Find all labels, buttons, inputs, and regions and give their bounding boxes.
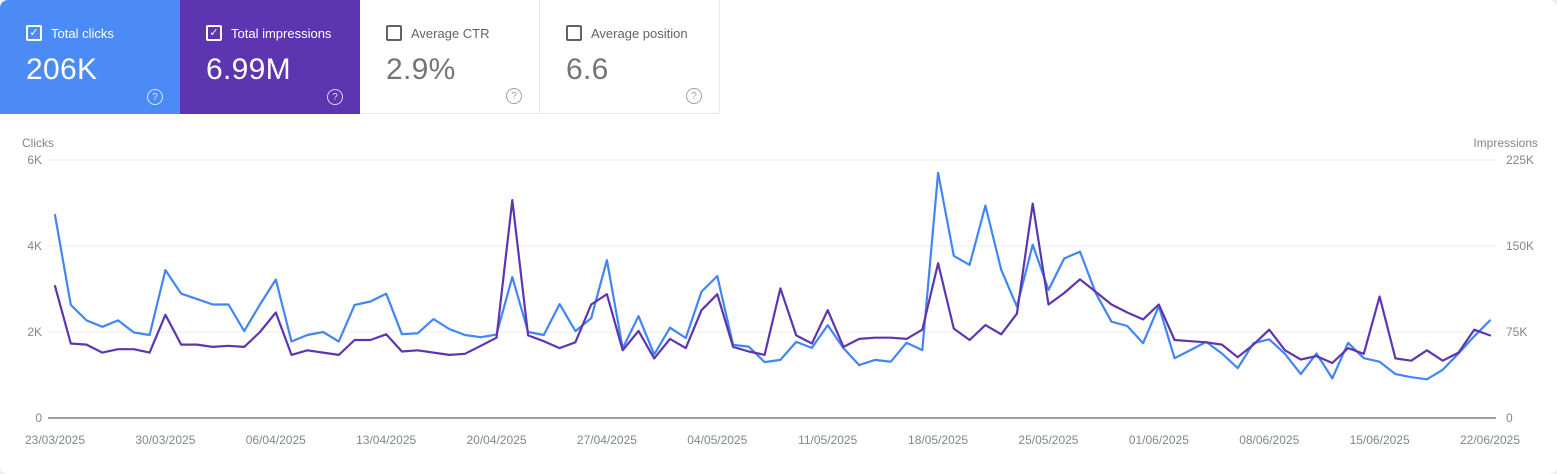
x-axis-date-label: 04/05/2025 bbox=[687, 433, 747, 447]
metric-card-header: Average position bbox=[566, 25, 719, 41]
right-axis-tick-label: 150K bbox=[1506, 239, 1534, 253]
x-axis-date-label: 08/06/2025 bbox=[1239, 433, 1299, 447]
help-icon[interactable]: ? bbox=[686, 88, 702, 104]
x-axis-date-label: 20/04/2025 bbox=[467, 433, 527, 447]
metric-label: Total impressions bbox=[231, 25, 332, 41]
metric-cards-row: ✓ Total clicks 206K ? ✓ Total impression… bbox=[0, 0, 1557, 114]
x-axis-date-label: 06/04/2025 bbox=[246, 433, 306, 447]
x-axis-date-label: 11/05/2025 bbox=[798, 433, 857, 447]
right-axis-tick-label: 225K bbox=[1506, 153, 1534, 167]
x-axis-date-label: 01/06/2025 bbox=[1129, 433, 1189, 447]
x-axis-date-label: 25/05/2025 bbox=[1018, 433, 1078, 447]
metric-card-header: Average CTR bbox=[386, 25, 539, 41]
x-axis-date-label: 22/06/2025 bbox=[1460, 433, 1520, 447]
metric-card-header: ✓ Total impressions bbox=[206, 25, 360, 41]
checkbox-checked-icon[interactable]: ✓ bbox=[206, 25, 222, 41]
help-icon[interactable]: ? bbox=[506, 88, 522, 104]
checkbox-checked-icon[interactable]: ✓ bbox=[26, 25, 42, 41]
left-axis-tick-label: 2K bbox=[27, 325, 42, 339]
metric-card-header: ✓ Total clicks bbox=[26, 25, 180, 41]
x-axis-date-label: 15/06/2025 bbox=[1350, 433, 1410, 447]
metric-card-total-impressions[interactable]: ✓ Total impressions 6.99M ? bbox=[180, 0, 360, 114]
left-axis-tick-label: 6K bbox=[27, 153, 42, 167]
right-axis-tick-label: 75K bbox=[1506, 325, 1527, 339]
chart-area: Clicks Impressions 0 0 2K 75K 4K 150K 6K 225K 23… bbox=[0, 130, 1557, 474]
metric-value: 2.9% bbox=[386, 53, 456, 86]
x-axis-date-label: 13/04/2025 bbox=[356, 433, 416, 447]
metric-value: 206K bbox=[26, 53, 98, 86]
metric-label: Average CTR bbox=[411, 25, 490, 41]
left-axis-tick-label: 0 bbox=[35, 411, 42, 425]
metric-value: 6.6 bbox=[566, 53, 609, 86]
x-axis-date-label: 23/03/2025 bbox=[25, 433, 85, 447]
impressions-line bbox=[53, 198, 1492, 365]
performance-chart[interactable]: Clicks Impressions 0 0 2K 75K 4K 150K 6K 225K 23… bbox=[0, 130, 1557, 474]
x-axis-date-label: 27/04/2025 bbox=[577, 433, 637, 447]
metric-label: Average position bbox=[591, 25, 688, 41]
help-icon[interactable]: ? bbox=[327, 89, 343, 105]
metric-card-average-ctr[interactable]: Average CTR 2.9% ? bbox=[360, 0, 540, 114]
metric-card-total-clicks[interactable]: ✓ Total clicks 206K ? bbox=[0, 0, 180, 114]
checkbox-unchecked-icon[interactable] bbox=[566, 25, 582, 41]
x-axis-date-label: 18/05/2025 bbox=[908, 433, 968, 447]
right-axis-title: Impressions bbox=[1473, 136, 1538, 150]
metric-value: 6.99M bbox=[206, 53, 291, 86]
help-icon[interactable]: ? bbox=[147, 89, 163, 105]
metric-card-average-position[interactable]: Average position 6.6 ? bbox=[540, 0, 720, 114]
left-axis-tick-label: 4K bbox=[27, 239, 42, 253]
checkbox-unchecked-icon[interactable] bbox=[386, 25, 402, 41]
clicks-line bbox=[53, 171, 1492, 381]
left-axis-title: Clicks bbox=[22, 136, 54, 150]
metric-label: Total clicks bbox=[51, 25, 114, 41]
x-axis-date-label: 30/03/2025 bbox=[135, 433, 195, 447]
right-axis-tick-label: 0 bbox=[1506, 411, 1513, 425]
